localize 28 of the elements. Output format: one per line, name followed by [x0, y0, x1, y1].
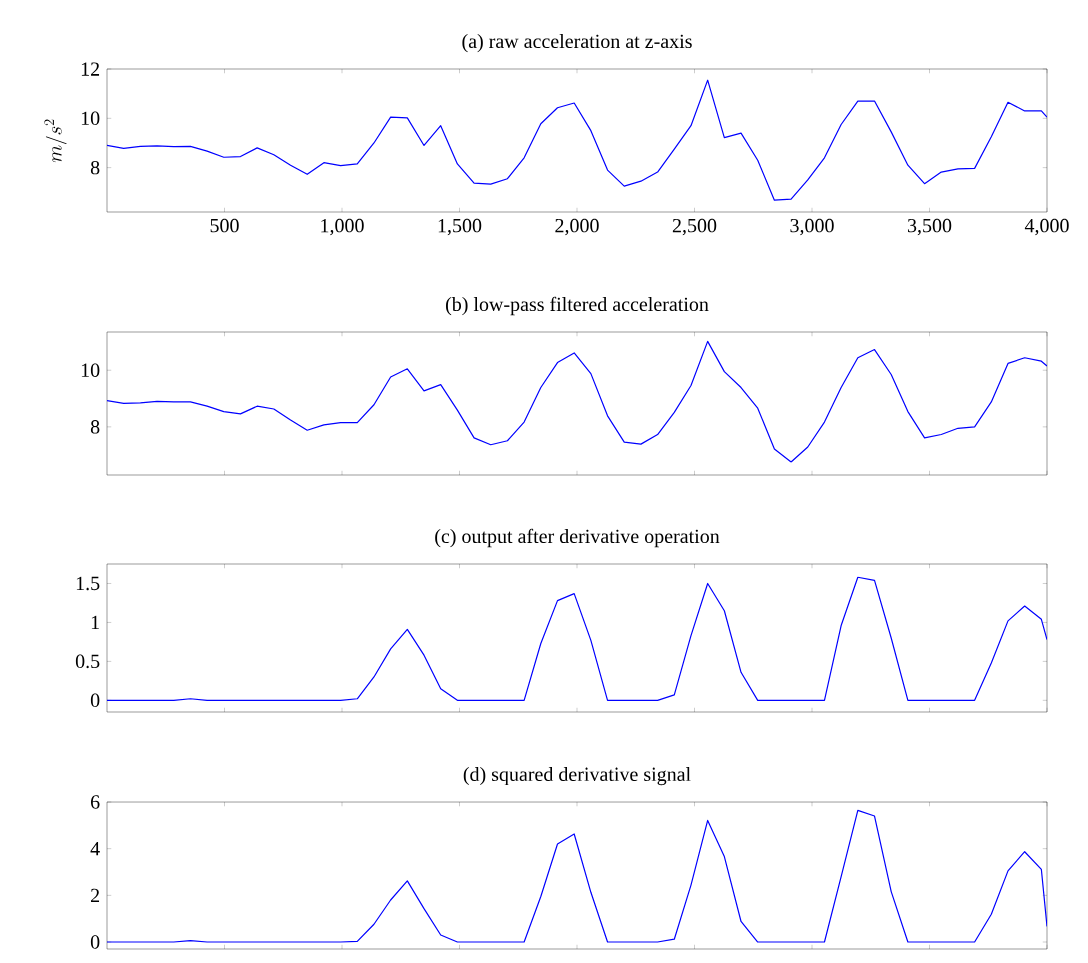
y-tick-label: 0: [90, 693, 100, 708]
x-tick-label: 4,000: [1024, 219, 1069, 236]
y-tick-label: 8: [90, 420, 100, 434]
y-tick-label: 10: [81, 363, 100, 378]
x-tick-label: 500: [210, 219, 239, 233]
x-tick-label: 2,000: [555, 219, 599, 236]
x-tick-label: 3,000: [790, 219, 834, 236]
x-tick-label: 3,500: [907, 219, 952, 236]
chart-title: (b) low-pass filtered acceleration: [446, 297, 709, 316]
y-tick-label: 1: [91, 616, 99, 630]
line-series: [107, 79, 1047, 202]
y-tick-label: 1.5: [76, 576, 100, 591]
chart-title: (c) output after derivative operation: [435, 529, 720, 548]
x-tick-label: 1,500: [438, 219, 482, 236]
y-tick-label: 6: [91, 795, 100, 809]
y-tick-label: 2: [91, 888, 100, 903]
y-tick-label: 0: [90, 935, 100, 949]
y-tick-label: 12: [81, 62, 100, 76]
y-axis-title: $m/s^2$: [44, 119, 67, 163]
y-tick-label: 10: [81, 111, 100, 126]
chart-title: (d) squared derivative signal: [463, 767, 691, 786]
chart-title: (a) raw acceleration at z-axis: [462, 34, 692, 53]
x-tick-label: 1,000: [321, 219, 364, 236]
y-tick-label: 4: [90, 842, 100, 856]
y-tick-label: 8: [90, 161, 100, 175]
x-tick-label: 2,500: [672, 219, 717, 236]
line-series: [107, 340, 1047, 463]
y-tick-label: 0.5: [75, 654, 100, 669]
